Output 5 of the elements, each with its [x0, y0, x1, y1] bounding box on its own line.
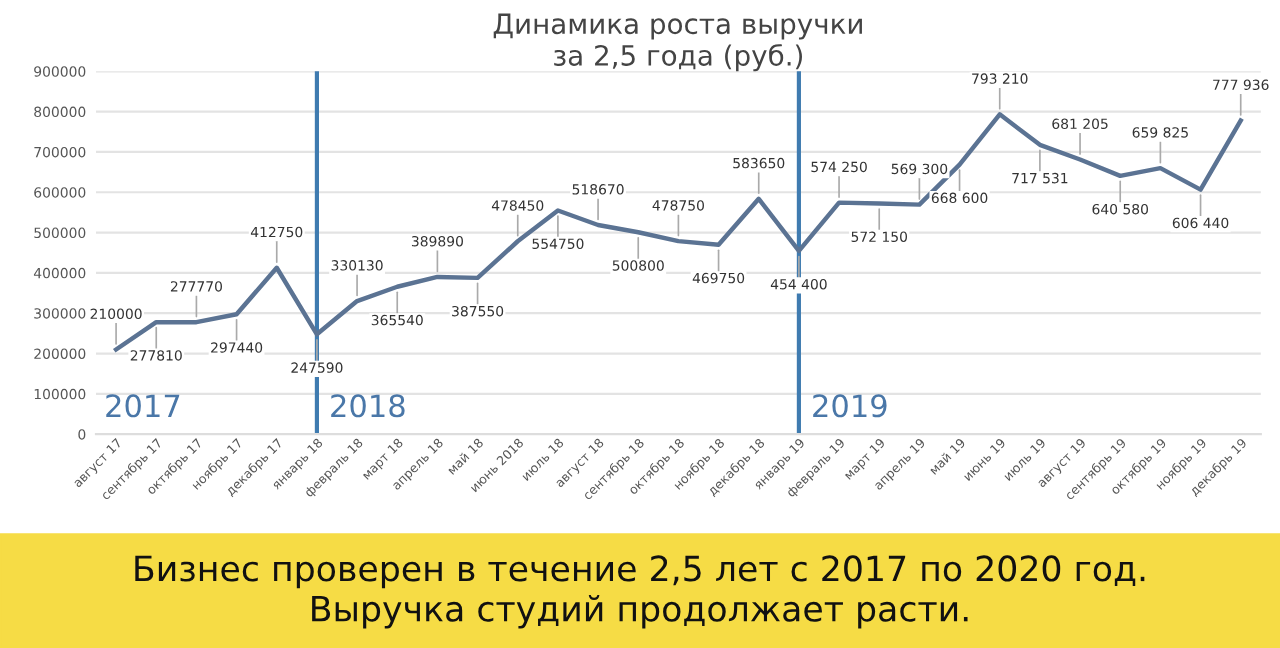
ref-line-label: 2018	[331, 394, 405, 418]
chart-title: Динамика роста выручки за 2,5 года (руб.)	[493, 13, 862, 72]
annotation: 2017	[106, 394, 180, 418]
text: Бизнес проверен в течение 2,5 лет с 2017 по 2020 год. Выручка студий продолжает расти.	[135, 555, 1145, 629]
ref-line-label: 2019	[813, 394, 887, 418]
